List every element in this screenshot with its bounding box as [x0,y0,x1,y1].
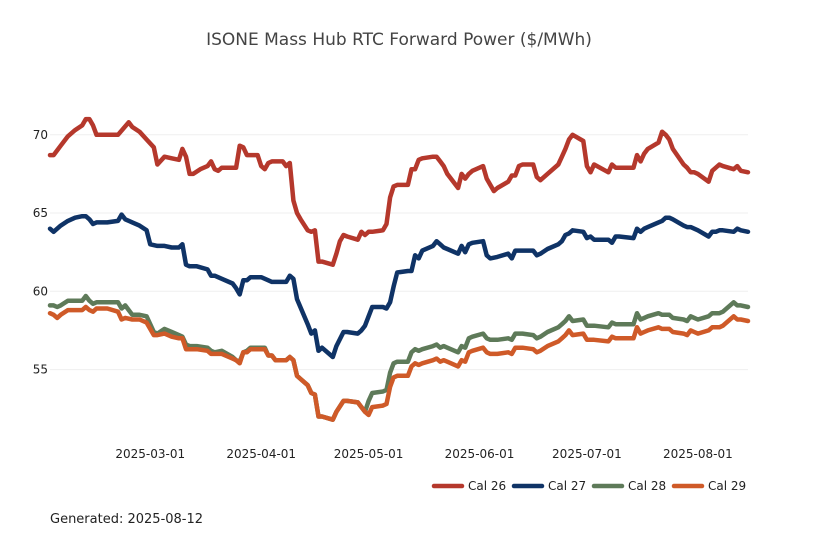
x-tick-label: 2025-03-01 [115,447,185,461]
y-tick-label: 65 [33,206,48,220]
legend-label: Cal 27 [548,479,586,493]
legend-item-cal-29: Cal 29 [671,479,746,493]
series-line-cal-28 [47,293,751,422]
legend-item-cal-27: Cal 27 [511,479,586,493]
series-line-cal-29 [47,304,751,422]
legend-item-cal-26: Cal 26 [431,479,506,493]
y-tick-label: 55 [33,363,48,377]
legend: Cal 26 Cal 27 Cal 28 Cal 29 [431,479,746,493]
legend-label: Cal 28 [628,479,666,493]
y-tick-label: 70 [33,128,48,142]
x-tick-label: 2025-05-01 [334,447,404,461]
gridlines [50,134,748,371]
x-axis: 2025-03-01 2025-04-01 2025-05-01 2025-06-01… [115,447,732,461]
legend-item-cal-28: Cal 28 [591,479,666,493]
generated-footer: Generated: 2025-08-12 [50,512,204,527]
y-axis: 55 60 65 70 [33,128,48,377]
x-tick-label: 2025-04-01 [226,447,296,461]
x-tick-label: 2025-06-01 [445,447,515,461]
chart-title: ISONE Mass Hub RTC Forward Power ($/MWh) [206,30,592,50]
series-line-cal-26 [47,116,751,267]
legend-label: Cal 29 [708,479,746,493]
x-tick-label: 2025-08-01 [663,447,733,461]
legend-label: Cal 26 [468,479,506,493]
y-tick-label: 60 [33,284,48,298]
series-line-cal-27 [47,212,751,360]
x-tick-label: 2025-07-01 [552,447,622,461]
series-lines [47,116,751,422]
